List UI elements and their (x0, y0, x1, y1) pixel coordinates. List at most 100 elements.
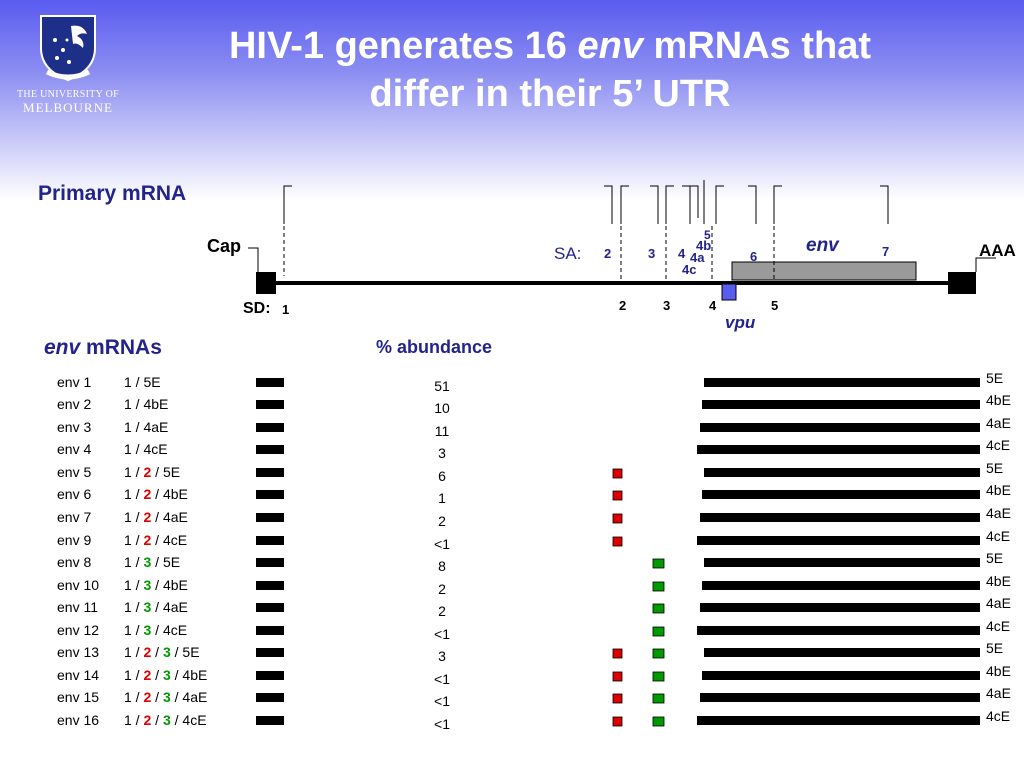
row-abundance: 8 (438, 558, 446, 574)
sd-label: SD: (243, 300, 271, 317)
row-exon-label: 4aE (986, 415, 1011, 431)
row-name: env 8 (57, 554, 92, 570)
row-abundance: <1 (434, 536, 450, 552)
sa-value-4b: 4b (696, 238, 712, 253)
row-exon-label: 4cE (986, 528, 1011, 544)
last-exon-label: 4cE (182, 712, 207, 728)
exon-2-label: 2 (143, 464, 152, 480)
exon3-box (652, 581, 665, 592)
row-exon-combination: 1 / 4cE (124, 441, 168, 457)
last-exon-label: 4bE (162, 577, 188, 593)
last-exon-bar (700, 603, 980, 612)
row-exon-combination: 1 / 2 / 5E (124, 464, 180, 480)
last-exon-bar (702, 671, 980, 680)
sd-value-1: 1 (282, 302, 290, 317)
exon2-box (612, 693, 623, 704)
last-exon-bar (700, 693, 980, 702)
exon-2-label: 2 (143, 486, 152, 502)
exon2-box (612, 648, 623, 659)
last-exon-label: 4bE (162, 486, 188, 502)
exon-2-label: 2 (143, 667, 152, 683)
exon3-box (652, 648, 665, 659)
exon3-box (652, 626, 665, 637)
row-abundance: 3 (438, 648, 446, 664)
exon1-bar (256, 490, 284, 499)
row-exon-combination: 1 / 4aE (124, 419, 168, 435)
exon1-bar (256, 445, 284, 454)
row-exon-combination: 1 / 2 / 4bE (124, 486, 188, 502)
separator: / (131, 486, 144, 502)
exon-3-label: 3 (162, 689, 171, 705)
exon-1-label: 1 (124, 667, 132, 683)
cap-label: Cap (207, 236, 242, 256)
separator: / (131, 622, 144, 638)
sd-value-2: 2 (619, 298, 627, 313)
separator: / (170, 667, 183, 683)
row-abundance: 1 (438, 490, 446, 506)
exon1-bar (256, 423, 284, 432)
exon-3-label: 3 (143, 599, 152, 615)
exon3-box (652, 693, 665, 704)
vpu-gene-box (721, 283, 737, 301)
last-exon-bar (697, 445, 980, 454)
sa-value-3: 3 (648, 246, 656, 261)
separator: / (170, 689, 183, 705)
row-name: env 16 (57, 712, 100, 728)
row-exon-combination: 1 / 5E (124, 374, 161, 390)
row-abundance: 2 (438, 581, 446, 597)
row-name: env 11 (57, 599, 98, 615)
splice-brackets (283, 180, 889, 224)
exon2-boxes (612, 468, 623, 727)
exon3-boxes (652, 558, 665, 727)
last-exon-bar (702, 490, 980, 499)
last-exon-bar (697, 716, 980, 725)
exon1-bar (256, 693, 284, 702)
exon1-bar (256, 468, 284, 477)
row-abundance: 51 (434, 378, 450, 394)
row-abundance: 11 (434, 423, 450, 439)
exon1-bar (256, 626, 284, 635)
last-exon-bar (704, 648, 980, 657)
title-part2: mRNAs that (642, 25, 872, 67)
last-exon-label: 5E (162, 464, 181, 480)
separator: / (151, 577, 163, 593)
abundance-heading: % abundance (376, 337, 493, 357)
row-exon-label: 4aE (986, 505, 1011, 521)
row-name: env 5 (57, 464, 92, 480)
row-exon-combination: 1 / 2 / 3 / 5E (124, 644, 200, 660)
last-exon-bar (704, 468, 980, 477)
last-exon-bar (702, 581, 980, 590)
exon-3-label: 3 (143, 554, 152, 570)
sa-value-4c: 4c (682, 262, 697, 277)
exon1-bar (256, 648, 284, 657)
row-exon-combination: 1 / 4bE (124, 396, 168, 412)
last-exon-bar (700, 423, 980, 432)
last-exon-bar (702, 400, 980, 409)
separator: / (151, 622, 163, 638)
logo-line2: MELBOURNE (23, 100, 113, 115)
separator: / (151, 486, 163, 502)
row-exon-combination: 1 / 2 / 3 / 4aE (124, 689, 207, 705)
separator: / (151, 532, 163, 548)
exon2-box (612, 671, 623, 682)
separator: / (151, 509, 163, 525)
exon-1-label: 1 (124, 532, 132, 548)
separator: / (131, 396, 144, 412)
row-exon-combination: 1 / 2 / 3 / 4cE (124, 712, 207, 728)
row-exon-combination: 1 / 2 / 4cE (124, 532, 187, 548)
exon2-box (612, 468, 623, 479)
row-exon-label: 5E (986, 640, 1004, 656)
last-exon-bar (697, 536, 980, 545)
exon1-bar (256, 513, 284, 522)
exon-3-label: 3 (162, 644, 171, 660)
separator: / (151, 689, 163, 705)
exon-2-label: 2 (143, 712, 152, 728)
last-exon-label: 4cE (143, 441, 168, 457)
last-exon-label: 5E (162, 554, 181, 570)
row-exon-label: 4cE (986, 618, 1011, 634)
exon-right-bars (697, 378, 980, 725)
exon3-box (652, 558, 665, 569)
row-name: env 9 (57, 532, 92, 548)
exon1-bar (256, 378, 284, 387)
sd-value-3: 3 (663, 298, 671, 313)
